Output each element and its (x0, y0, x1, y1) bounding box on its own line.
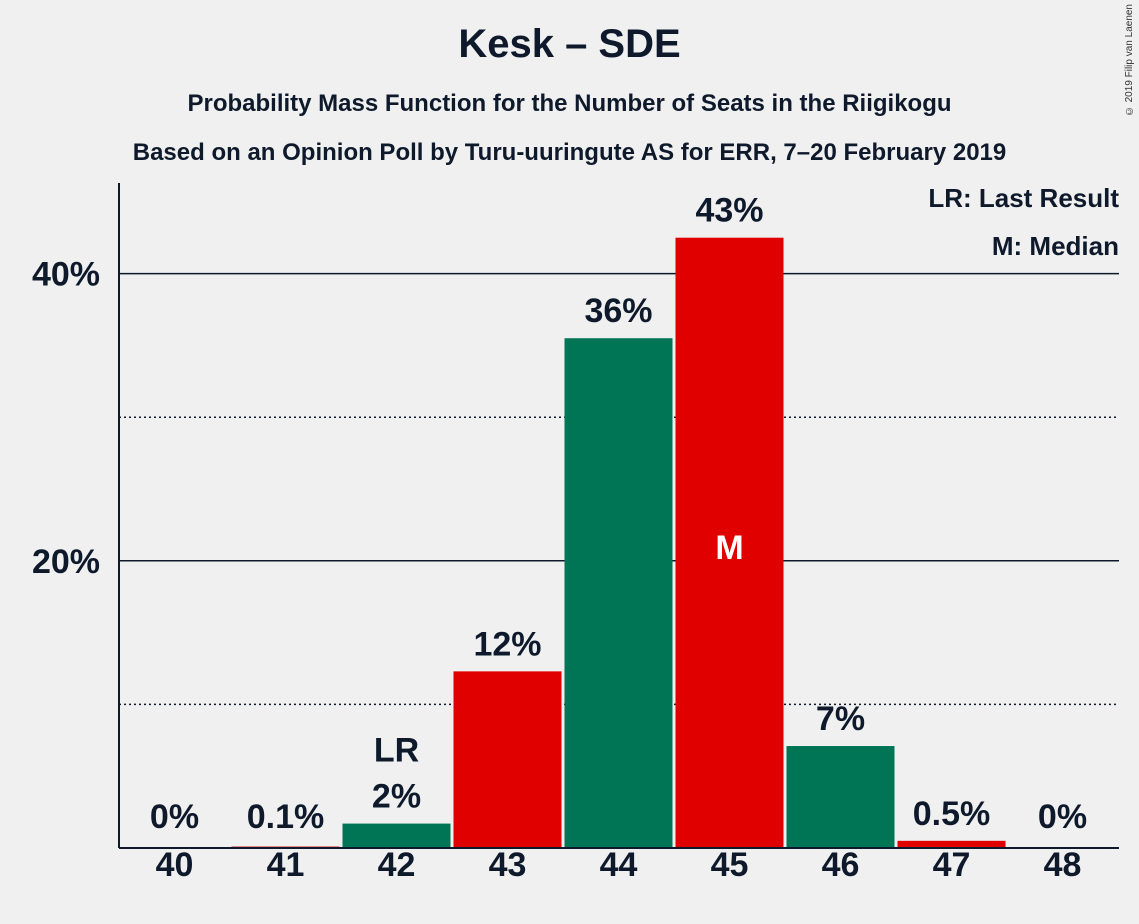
data-label: 43% (695, 192, 763, 230)
y-tick-label: 20% (32, 543, 100, 581)
chart-subtitle: Probability Mass Function for the Number… (187, 90, 952, 117)
y-tick-label: 40% (32, 256, 100, 294)
chart-source: Based on an Opinion Poll by Turu-uuringu… (132, 139, 1007, 166)
data-label: 0.1% (247, 798, 325, 836)
x-tick-label: 40 (156, 846, 194, 884)
legend-last-result: LR: Last Result (928, 183, 1119, 213)
bar-seats-46 (786, 746, 895, 848)
data-label: 0% (1038, 798, 1087, 836)
data-label: 2% (372, 778, 421, 816)
data-label: 0% (150, 798, 199, 836)
x-tick-label: 42 (378, 846, 416, 884)
data-label: 12% (473, 625, 541, 663)
x-tick-label: 43 (489, 846, 527, 884)
bar-seats-45 (675, 237, 784, 848)
legend-median: M: Median (991, 231, 1119, 261)
chart-title: Kesk – SDE (458, 22, 681, 66)
x-tick-label: 45 (711, 846, 749, 884)
x-tick-label: 46 (822, 846, 860, 884)
x-tick-label: 48 (1044, 846, 1082, 884)
median-marker: M (715, 529, 743, 567)
bar-seats-43 (453, 671, 562, 848)
last-result-marker: LR (374, 732, 419, 770)
x-tick-label: 41 (267, 846, 305, 884)
bar-seats-42 (342, 823, 451, 848)
bar-seats-44 (564, 338, 673, 848)
x-tick-label: 44 (600, 846, 638, 884)
data-label: 7% (816, 700, 865, 738)
x-tick-label: 47 (933, 846, 971, 884)
data-label: 36% (584, 292, 652, 330)
data-label: 0.5% (913, 795, 991, 833)
bar-seats-47 (897, 840, 1006, 848)
